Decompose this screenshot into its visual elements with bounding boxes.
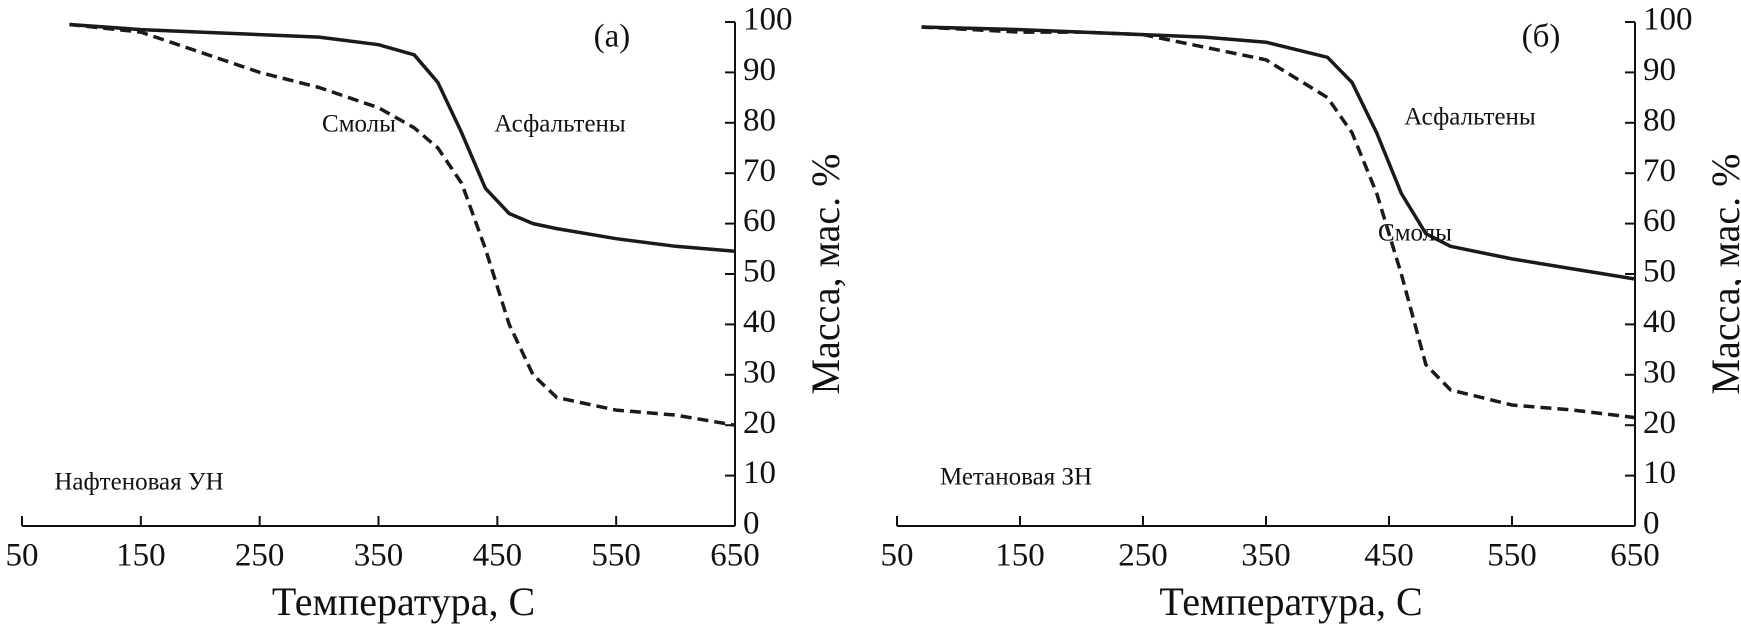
x-tick-label: 550 xyxy=(591,538,641,574)
x-tick-label: 250 xyxy=(235,538,285,574)
y-tick-label: 10 xyxy=(1643,455,1676,491)
annotation: Нафтеновая УН xyxy=(54,469,223,496)
y-tick-label: 80 xyxy=(743,102,776,138)
y-tick-label: 10 xyxy=(743,455,776,491)
x-tick-label: 50 xyxy=(881,538,914,574)
annotation: Метановая ЗН xyxy=(940,464,1092,491)
series-line xyxy=(921,25,1636,281)
y-tick-label: 0 xyxy=(743,506,760,542)
x-tick-label: 350 xyxy=(1241,538,1291,574)
y-tick-label: 40 xyxy=(1643,304,1676,340)
x-axis-title: Температура, С xyxy=(1159,579,1422,624)
x-tick-label: 450 xyxy=(1364,538,1414,574)
y-tick-label: 90 xyxy=(1643,52,1676,88)
y-axis-title: Масса, мас. % xyxy=(1703,154,1741,395)
y-tick-label: 90 xyxy=(743,52,776,88)
y-tick-label: 60 xyxy=(743,203,776,239)
series-label: Смолы xyxy=(1378,220,1452,247)
x-tick-label: 250 xyxy=(1118,538,1168,574)
x-tick-label: 550 xyxy=(1487,538,1537,574)
y-tick-label: 0 xyxy=(1643,506,1660,542)
panel-label: (б) xyxy=(1522,19,1561,55)
series-label: Асфальтены xyxy=(494,111,626,138)
x-tick-label: 150 xyxy=(116,538,166,574)
y-tick-label: 70 xyxy=(1643,153,1676,189)
series-line xyxy=(921,25,1636,420)
y-tick-label: 30 xyxy=(743,354,776,390)
y-axis-title: Масса, мас. % xyxy=(803,154,848,395)
y-tick-label: 60 xyxy=(1643,203,1676,239)
x-tick-label: 650 xyxy=(1610,538,1660,574)
x-tick-label: 650 xyxy=(710,538,760,574)
x-tick-label: 350 xyxy=(354,538,404,574)
y-tick-label: 70 xyxy=(743,153,776,189)
y-tick-label: 50 xyxy=(743,254,776,290)
x-tick-label: 450 xyxy=(473,538,523,574)
panel-label: (а) xyxy=(594,19,631,55)
y-tick-label: 50 xyxy=(1643,254,1676,290)
series-label: Смолы xyxy=(322,111,396,138)
series-line xyxy=(69,22,736,254)
y-tick-label: 80 xyxy=(1643,102,1676,138)
x-tick-label: 150 xyxy=(995,538,1045,574)
y-tick-label: 40 xyxy=(743,304,776,340)
y-tick-label: 100 xyxy=(743,2,793,38)
y-tick-label: 30 xyxy=(1643,354,1676,390)
series-line xyxy=(69,22,736,427)
y-tick-label: 20 xyxy=(1643,405,1676,441)
x-axis-title: Температура, С xyxy=(272,579,535,624)
series-label: Асфальтены xyxy=(1404,104,1536,131)
x-tick-label: 50 xyxy=(6,538,39,574)
y-tick-label: 100 xyxy=(1643,2,1693,38)
y-tick-label: 20 xyxy=(743,405,776,441)
